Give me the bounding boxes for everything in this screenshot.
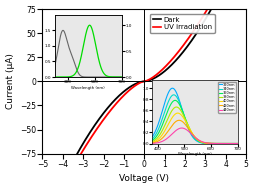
UV irradiation: [208, 5, 211, 7]
Dark: [151, 78, 154, 80]
Dark: [208, 11, 211, 14]
Dark: [139, 81, 142, 83]
Dark: [138, 81, 141, 84]
UV irradiation: [162, 67, 165, 70]
Line: UV irradiation: UV irradiation: [42, 0, 246, 189]
Y-axis label: Current (μA): Current (μA): [6, 53, 14, 109]
X-axis label: Voltage (V): Voltage (V): [119, 174, 169, 184]
Dark: [162, 71, 165, 73]
UV irradiation: [151, 76, 154, 79]
UV irradiation: [139, 81, 142, 84]
Legend: Dark, UV irradiation: Dark, UV irradiation: [150, 14, 215, 33]
UV irradiation: [138, 82, 141, 84]
Line: Dark: Dark: [42, 0, 246, 189]
